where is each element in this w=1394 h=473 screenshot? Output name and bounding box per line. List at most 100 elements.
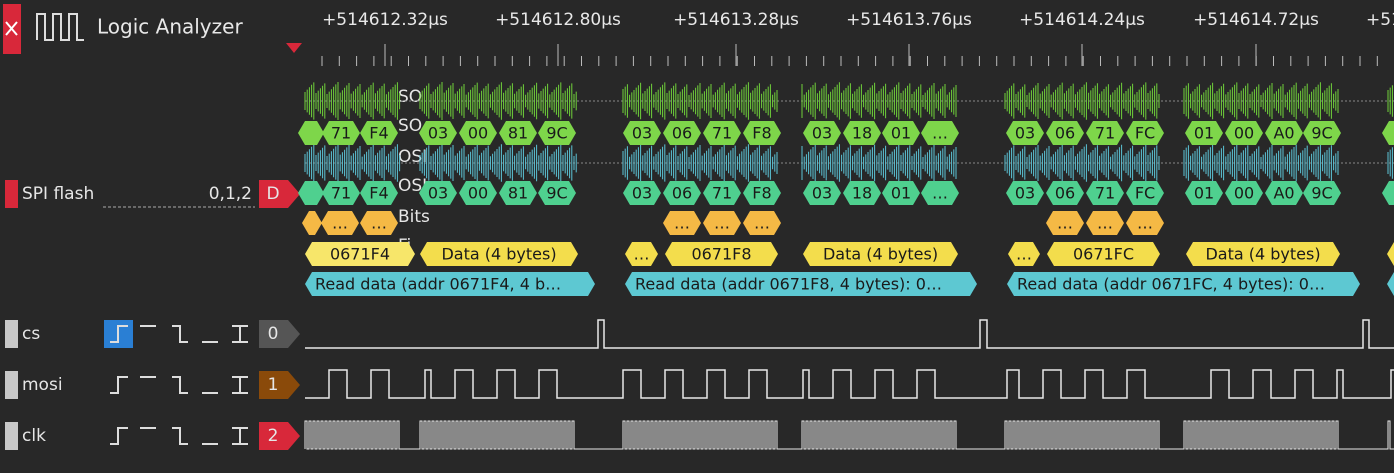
mosi-byte-label: 00 (1234, 184, 1254, 203)
miso-byte (1265, 121, 1303, 145)
miso-wave (622, 82, 778, 120)
field-label: Data (4 bytes) (1205, 245, 1320, 264)
close-icon (5, 21, 18, 36)
miso-byte (803, 121, 841, 145)
mosi-wave (801, 144, 957, 182)
mosi-wave (304, 144, 401, 182)
miso-byte-label: 00 (1234, 124, 1254, 143)
mosi-byte (1185, 181, 1223, 205)
field-label: … (634, 245, 650, 264)
partial-byte (1382, 181, 1394, 205)
mosi-byte (1046, 181, 1084, 205)
miso-byte-label: 03 (1015, 124, 1035, 143)
miso-byte (1225, 121, 1263, 145)
decoder-name: SPI flash (22, 184, 94, 204)
mosi-byte-label: 71 (1095, 184, 1115, 203)
mosi-byte-label: 03 (1015, 184, 1035, 203)
mosi-wave (1004, 144, 1160, 182)
miso-byte-label: 03 (812, 124, 832, 143)
channel-badge[interactable] (259, 422, 300, 450)
ruler-label: +514614.24μs (1019, 10, 1145, 30)
miso-wave (419, 82, 577, 120)
miso-byte (882, 121, 920, 145)
mosi-byte (499, 181, 537, 205)
mosi-trace (305, 369, 1394, 399)
miso-byte (1046, 121, 1084, 145)
mosi-wave (622, 144, 778, 182)
miso-byte-label: 9C (546, 124, 567, 143)
miso-byte-label: F8 (752, 124, 771, 143)
trigger-icons[interactable] (110, 376, 248, 394)
field-label: Data (4 bytes) (823, 245, 938, 264)
mosi-byte (1006, 181, 1044, 205)
bits-label: … (1137, 214, 1153, 233)
miso-byte-label: 03 (632, 124, 652, 143)
bits (321, 211, 359, 235)
mosi-byte-label: A0 (1273, 184, 1294, 203)
packet (625, 272, 977, 296)
mosi-byte-label: 03 (428, 184, 448, 203)
ruler-label: +514612.32μs (322, 10, 448, 30)
channel-color (5, 371, 18, 399)
mosi-byte-label: 06 (672, 184, 692, 203)
decoder-badge[interactable] (259, 180, 300, 208)
miso-byte (459, 121, 497, 145)
partial-byte (1382, 121, 1394, 145)
mosi-byte-label: 71 (331, 184, 351, 203)
mosi-byte-label: 9C (546, 184, 567, 203)
partial-byte (298, 121, 324, 145)
miso-byte (843, 121, 881, 145)
mosi-byte (803, 181, 841, 205)
miso-wave (1183, 82, 1339, 120)
app-icon (36, 13, 84, 41)
mosi-byte-label: FC (1135, 184, 1155, 203)
channel-name: clk (22, 426, 46, 446)
field (803, 242, 958, 266)
miso-byte-label: 01 (1194, 124, 1214, 143)
miso-wave (304, 82, 401, 120)
mosi-wave (1183, 144, 1339, 182)
mosi-byte (1265, 181, 1303, 205)
mosi-byte-label: 9C (1311, 184, 1332, 203)
mosi-byte (322, 181, 360, 205)
miso-byte-label: 18 (852, 124, 872, 143)
miso-byte (1006, 121, 1044, 145)
bits (1126, 211, 1164, 235)
channel-badge-label: 0 (268, 324, 279, 344)
trigger-icons[interactable] (110, 325, 248, 343)
mosi-byte (1086, 181, 1124, 205)
channel-badge[interactable] (259, 371, 300, 399)
mosi-byte-label: 00 (468, 184, 488, 203)
decoder-badge-label: D (266, 184, 279, 204)
partial-field (1387, 242, 1394, 266)
bits-label: … (754, 214, 770, 233)
miso-byte (499, 121, 537, 145)
ruler-label: +514613.28μs (673, 10, 799, 30)
field-label: 0671FC (1073, 245, 1134, 264)
miso-byte-label: 81 (508, 124, 528, 143)
field-label: … (1016, 245, 1032, 264)
bits-label: … (1057, 214, 1073, 233)
bits-label: … (1097, 214, 1113, 233)
row-label: OSI (398, 176, 427, 196)
channel-badge[interactable] (259, 320, 300, 348)
mosi-byte-label: 71 (712, 184, 732, 203)
trigger-icons[interactable] (110, 427, 248, 445)
miso-byte-label: 71 (331, 124, 351, 143)
miso-byte-label: A0 (1273, 124, 1294, 143)
row-label: Bits (398, 207, 430, 227)
miso-byte (1185, 121, 1223, 145)
mosi-byte-label: 01 (1194, 184, 1214, 203)
bits-label: … (371, 214, 387, 233)
mosi-byte-label: 81 (508, 184, 528, 203)
miso-byte (1126, 121, 1164, 145)
ruler-label: +514612.80μs (495, 10, 621, 30)
mosi-byte (459, 181, 497, 205)
bits (663, 211, 701, 235)
decoder-channels: 0,1,2 (209, 184, 252, 204)
channel-color (5, 422, 18, 450)
miso-byte-label: 06 (672, 124, 692, 143)
miso-byte (663, 121, 701, 145)
